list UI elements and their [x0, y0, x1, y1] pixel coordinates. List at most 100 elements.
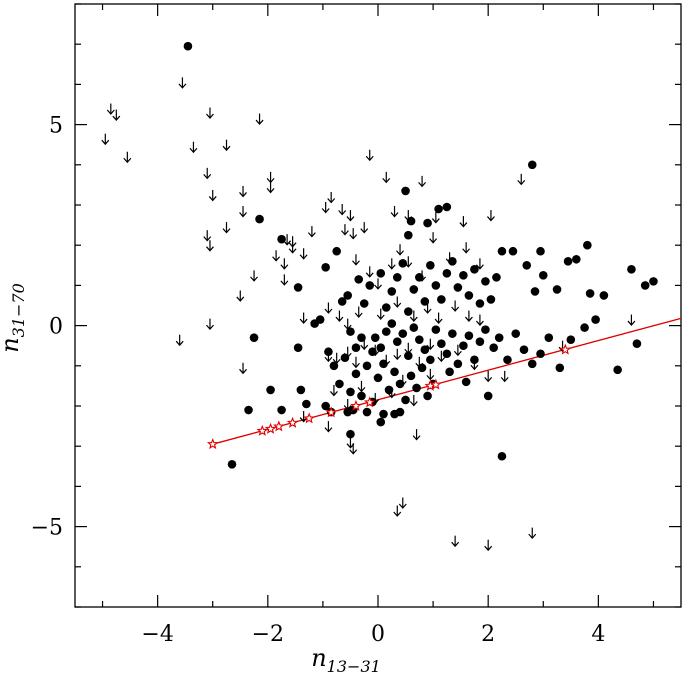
model-star-marker: [430, 378, 442, 390]
upper-limit-arrow: [189, 141, 198, 154]
data-point: [591, 315, 600, 324]
arrow-head: [340, 230, 349, 236]
data-point: [627, 265, 636, 274]
arrow-head: [352, 260, 360, 266]
data-point: [370, 333, 380, 342]
data-point: [585, 289, 595, 298]
upper-limit-arrow: [374, 278, 382, 290]
upper-limit-arrow: [266, 181, 275, 194]
data-point: [351, 369, 361, 379]
data-point: [412, 383, 421, 393]
arrow-head: [418, 181, 427, 188]
data-point: [346, 327, 355, 336]
upper-limit-arrow: [382, 354, 391, 367]
arrow-head: [203, 173, 212, 180]
upper-limit-arrow: [349, 443, 358, 455]
data-point: [544, 333, 554, 342]
data-point: [481, 277, 490, 286]
arrow-head: [371, 350, 380, 357]
upper-limit-arrow: [365, 149, 374, 162]
y-axis-label-main: n: [0, 337, 24, 352]
upper-limit-arrow: [445, 252, 454, 264]
x-tick-label: 0: [371, 622, 385, 647]
arrow-head: [434, 318, 443, 324]
arrow-head: [426, 344, 435, 351]
data-point: [293, 283, 303, 292]
data-point: [552, 285, 562, 294]
upper-limit-arrow: [239, 185, 247, 198]
upper-limit-arrow: [299, 312, 308, 324]
data-point: [404, 307, 413, 316]
y-tick-label: 5: [49, 114, 63, 139]
arrow-head: [387, 264, 396, 270]
arrow-head: [528, 533, 537, 540]
upper-limit-arrow: [283, 234, 292, 246]
data-point: [426, 355, 435, 365]
upper-limit-arrow: [206, 240, 214, 252]
upper-limit-arrow: [500, 370, 509, 383]
upper-limit-arrow: [352, 356, 360, 369]
data-point: [406, 216, 416, 226]
arrow-head: [357, 387, 366, 393]
data-point: [464, 331, 474, 340]
data-point: [302, 399, 311, 409]
upper-limit-arrow: [396, 244, 404, 256]
data-point: [459, 271, 468, 280]
data-point: [481, 325, 490, 334]
data-point: [434, 204, 443, 214]
data-point: [293, 343, 303, 353]
arrow-head: [106, 109, 115, 115]
arrow-head: [343, 324, 352, 331]
upper-limit-arrow: [462, 242, 471, 254]
data-point: [401, 395, 410, 405]
upper-limit-arrow: [415, 356, 424, 369]
model-star-marker: [350, 399, 362, 411]
upper-limit-arrow: [255, 113, 264, 125]
upper-limit-arrow: [329, 384, 338, 397]
data-point: [437, 339, 446, 348]
upper-limit-arrow: [393, 505, 402, 517]
arrow-head: [175, 340, 184, 347]
data-point: [337, 297, 347, 306]
arrow-head: [382, 360, 391, 367]
data-point: [426, 261, 435, 270]
model-star-marker: [256, 424, 269, 436]
upper-limit-arrow: [338, 204, 347, 216]
data-point: [384, 385, 394, 395]
arrow-head: [203, 236, 212, 242]
arrow-head: [324, 308, 333, 314]
arrow-head: [418, 276, 427, 282]
upper-limit-arrow: [431, 212, 440, 224]
upper-limit-arrow: [332, 352, 341, 365]
arrow-head: [376, 314, 385, 320]
data-point: [599, 291, 609, 300]
data-point: [398, 258, 408, 268]
arrow-head: [239, 212, 247, 218]
upper-limit-arrow: [412, 429, 421, 441]
data-point: [461, 377, 471, 387]
arrow-head: [404, 262, 413, 268]
data-point: [381, 327, 391, 336]
model-star-marker: [206, 438, 219, 450]
upper-limit-arrow: [451, 300, 460, 312]
arrow-head: [423, 308, 432, 314]
data-point: [613, 365, 622, 375]
arrow-head: [426, 374, 435, 381]
arrow-head: [206, 324, 214, 331]
data-point: [417, 363, 427, 373]
arrow-head: [354, 312, 363, 318]
x-axis-label: n13−31: [311, 644, 381, 675]
data-point: [346, 387, 355, 397]
x-tick-label: −2: [252, 622, 284, 647]
arrow-head: [101, 139, 110, 146]
upper-limit-arrow: [343, 346, 352, 359]
data-point: [373, 373, 383, 383]
upper-limit-arrow: [404, 210, 413, 222]
upper-limit-arrow: [484, 370, 493, 383]
arrow-head: [396, 250, 404, 256]
data-point: [453, 283, 463, 292]
upper-limit-arrow: [387, 258, 396, 270]
upper-limit-arrow: [280, 274, 289, 286]
data-point: [310, 319, 319, 328]
data-point: [409, 323, 419, 332]
